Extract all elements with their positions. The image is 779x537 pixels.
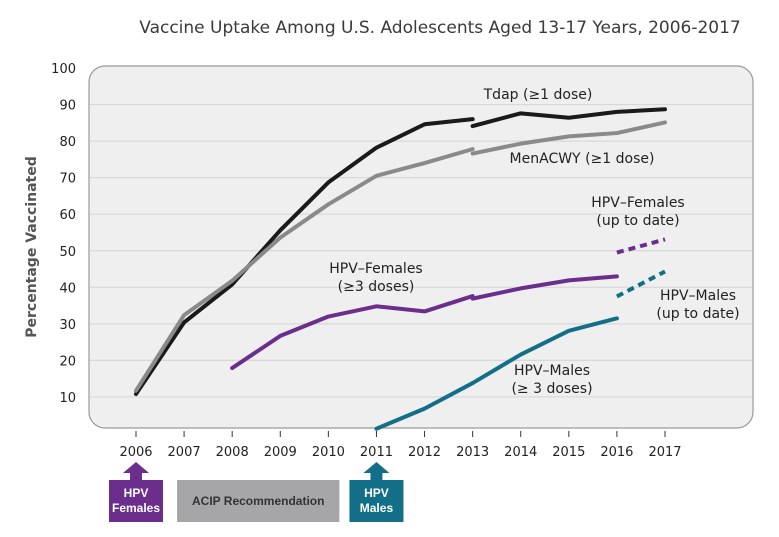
series-line	[374, 381, 475, 431]
y-tick-label: 80	[59, 135, 76, 150]
y-axis-ticks: 10 20 30 40 50 60 70 80 90 100	[51, 62, 76, 406]
series-line	[616, 237, 666, 255]
y-tick-label: 30	[59, 318, 76, 333]
series-lines	[134, 107, 667, 431]
annotation-box	[177, 480, 340, 522]
annotation-label: Males	[360, 501, 394, 515]
x-tick-label: 2017	[648, 445, 681, 460]
y-tick-label: 10	[59, 391, 76, 406]
x-tick-label: 2013	[456, 445, 489, 460]
y-axis-label: Percentage Vaccinated	[24, 156, 40, 338]
x-tick-label: 2012	[408, 445, 441, 460]
annotation-label: HPV	[124, 486, 149, 500]
series-line	[615, 269, 666, 299]
up-arrow-icon	[363, 462, 390, 481]
series-label: (≥ 3 doses)	[511, 381, 592, 397]
x-tick-label: 2011	[360, 445, 393, 460]
x-tick-label: 2008	[216, 445, 249, 460]
series-label: (≥3 doses)	[338, 279, 415, 295]
annotation-label: Females	[112, 501, 160, 515]
series-line	[470, 274, 619, 301]
x-tick-label: 2006	[119, 445, 152, 460]
x-tick-label: 2014	[504, 445, 537, 460]
y-tick-label: 90	[59, 99, 76, 114]
y-tick-label: 40	[59, 281, 76, 296]
series-line	[470, 120, 667, 156]
x-tick-label: 2009	[264, 445, 297, 460]
series-label: HPV–Females	[329, 261, 422, 277]
x-tick-label: 2015	[552, 445, 585, 460]
y-tick-label: 60	[59, 208, 76, 223]
series-line	[470, 316, 619, 386]
x-tick-label: 2016	[600, 445, 633, 460]
annotation-box	[349, 480, 404, 522]
series-label: MenACWY (≥1 dose)	[510, 151, 655, 167]
annotation-label: HPV	[364, 486, 389, 500]
y-tick-label: 20	[59, 354, 76, 369]
series-line	[230, 294, 475, 371]
series-label: Tdap (≥1 dose)	[483, 87, 593, 103]
series-labels: Tdap (≥1 dose) MenACWY (≥1 dose) HPV–Femal…	[329, 87, 739, 397]
y-tick-label: 50	[59, 245, 76, 260]
series-line	[134, 117, 475, 397]
x-tick-label: 2007	[168, 445, 201, 460]
x-tick-label: 2010	[312, 445, 345, 460]
series-label: HPV–Males	[660, 288, 736, 304]
series-label: HPV–Males	[514, 363, 590, 379]
series-label: (up to date)	[596, 213, 679, 229]
gridlines	[90, 103, 752, 398]
series-label: (up to date)	[656, 306, 739, 322]
x-axis-ticks: 2006 2007 2008 2009 2010 2011 2012 2013 2014 2015…	[119, 431, 682, 460]
up-arrow-icon	[123, 462, 149, 481]
y-tick-label: 100	[51, 62, 76, 77]
annotation-box	[109, 480, 163, 522]
y-tick-label: 70	[59, 172, 76, 187]
series-line	[134, 147, 475, 393]
series-line	[470, 107, 667, 129]
plot-area	[88, 65, 754, 429]
annotation-label: ACIP Recommendation	[192, 494, 324, 508]
series-label: HPV–Females	[591, 195, 684, 211]
chart-title: Vaccine Uptake Among U.S. Adolescents Ag…	[139, 18, 740, 38]
